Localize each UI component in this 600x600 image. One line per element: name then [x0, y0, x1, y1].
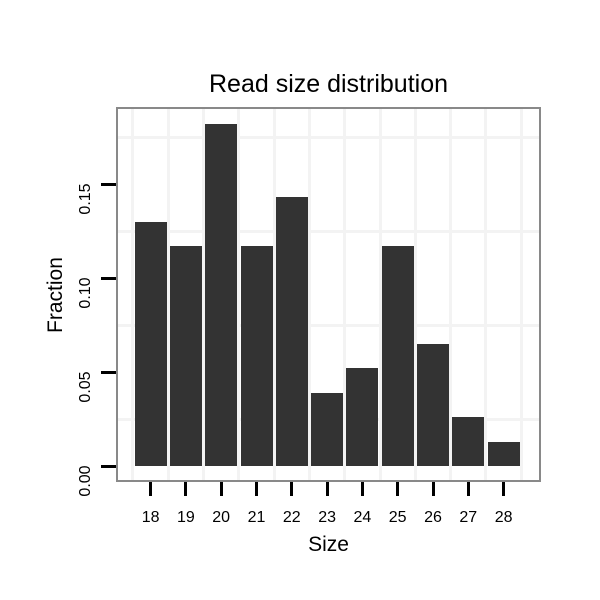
horizontal-gridline [118, 135, 539, 139]
y-tick-mark [101, 370, 116, 374]
vertical-gridline [237, 109, 241, 480]
y-tick-label: 0.00 [77, 465, 94, 497]
vertical-gridline [484, 109, 488, 480]
plot-panel [116, 107, 541, 482]
chart-title: Read size distribution [208, 70, 448, 98]
x-tick-mark [149, 482, 153, 496]
bar [487, 441, 520, 466]
bar [169, 246, 202, 466]
bar [417, 344, 449, 466]
y-tick-label: 0.15 [77, 183, 94, 215]
x-tick-label: 28 [494, 509, 513, 526]
x-tick-label: 19 [176, 509, 195, 526]
x-tick-mark [396, 482, 400, 496]
vertical-gridline [272, 109, 276, 480]
y-tick-label: 0.05 [77, 371, 94, 403]
x-tick-mark [466, 482, 470, 496]
bar [346, 368, 379, 466]
x-tick-label: 25 [388, 509, 407, 526]
x-tick-mark [360, 482, 364, 496]
bar [311, 392, 344, 466]
x-tick-label: 20 [212, 509, 231, 526]
bar [134, 221, 167, 466]
x-tick-mark [290, 482, 294, 496]
vertical-gridline [378, 109, 382, 480]
x-tick-mark [431, 482, 435, 496]
bar [205, 124, 238, 466]
x-tick-label: 23 [318, 509, 336, 526]
vertical-gridline [449, 109, 453, 480]
horizontal-gridline [118, 229, 539, 233]
x-tick-mark [219, 482, 223, 496]
bar [381, 246, 414, 466]
y-tick-mark [101, 464, 116, 468]
x-tick-mark [325, 482, 329, 496]
y-tick-mark [101, 276, 116, 280]
x-tick-label: 21 [247, 509, 266, 526]
vertical-gridline [166, 109, 170, 480]
horizontal-gridline [118, 323, 539, 327]
x-tick-label: 22 [282, 509, 301, 526]
x-tick-label: 27 [459, 509, 478, 526]
x-tick-mark [255, 482, 258, 496]
vertical-gridline [202, 109, 206, 480]
bar [275, 197, 308, 466]
x-tick-label: 18 [141, 509, 160, 526]
x-axis-label: Size [308, 533, 349, 556]
y-tick-mark [101, 182, 116, 186]
bar [240, 246, 273, 466]
x-tick-mark [184, 482, 188, 496]
vertical-gridline [131, 109, 135, 480]
vertical-gridline [413, 109, 417, 480]
x-tick-mark [502, 482, 506, 496]
vertical-gridline [343, 109, 347, 480]
vertical-gridline [307, 109, 311, 480]
y-axis-label: Fraction [44, 257, 67, 333]
y-tick-label: 0.10 [77, 277, 94, 309]
vertical-gridline [519, 109, 523, 480]
x-tick-label: 24 [353, 509, 372, 526]
x-tick-label: 26 [424, 509, 442, 526]
bar [452, 417, 485, 466]
